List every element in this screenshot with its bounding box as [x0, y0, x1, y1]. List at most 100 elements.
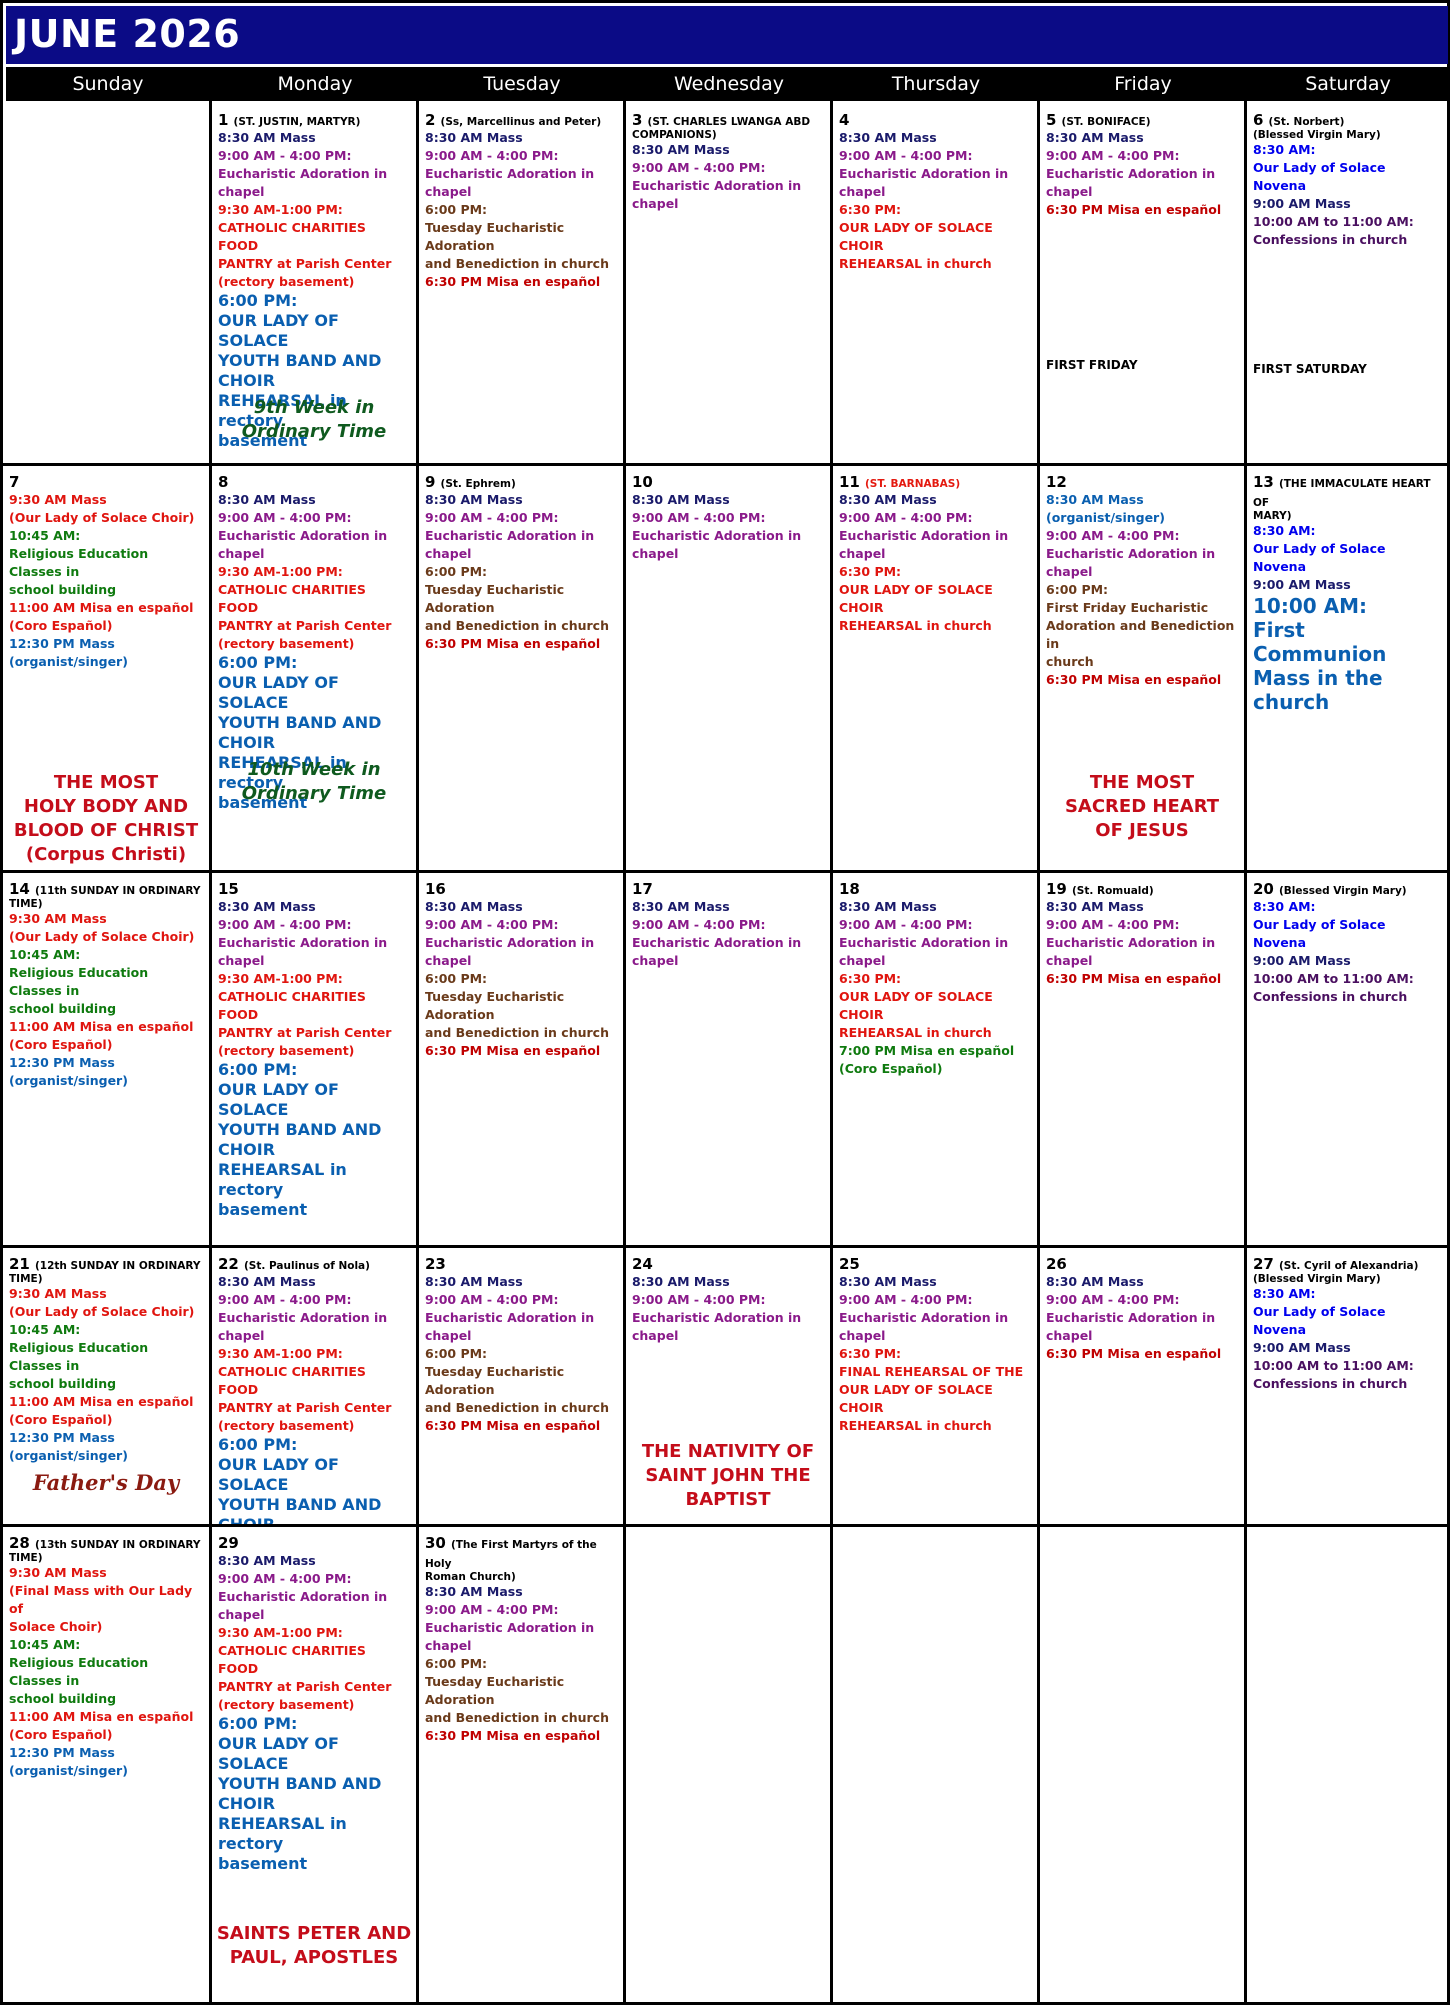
day-cell-15[interactable]: 15 8:30 AM Mass 9:00 AM - 4:00 PM: Eucha… [212, 873, 416, 1245]
saint-label: (11th SUNDAY IN ORDINARY [34, 885, 201, 897]
event-tuesday-adoration: Tuesday Eucharistic Adoration [425, 582, 565, 615]
event-mass: 12:30 PM Mass [9, 636, 115, 651]
event-mass: 8:30 AM Mass [632, 142, 730, 157]
saint-label: (Blessed Virgin Mary) [1278, 885, 1407, 897]
event-food-pantry: (rectory basement) [218, 1418, 355, 1433]
event-mass: 8:30 AM Mass [1046, 1274, 1144, 1289]
saint-label: (ST. CHARLES LWANGA ABD [647, 116, 811, 128]
day-cell-24[interactable]: 24 8:30 AM Mass 9:00 AM - 4:00 PM: Eucha… [626, 1248, 830, 1524]
day-cell-empty [3, 101, 208, 463]
day-number: 10 [632, 473, 653, 491]
event-time: 6:00 PM: [425, 202, 488, 217]
calendar-title-bar: JUNE 2026 [6, 6, 1448, 64]
saint-label: (ST. JUSTIN, MARTYR) [233, 116, 361, 128]
day-cell-26[interactable]: 26 8:30 AM Mass 9:00 AM - 4:00 PM: Eucha… [1040, 1248, 1244, 1524]
event-misa: (Coro Español) [9, 1037, 113, 1052]
event-first-communion: First Communion [1253, 618, 1387, 666]
event-youth-choir: YOUTH BAND AND CHOIR [218, 351, 382, 390]
event-time: 9:00 AM - 4:00 PM: [218, 148, 352, 163]
day-cell-25[interactable]: 25 8:30 AM Mass 9:00 AM - 4:00 PM: Eucha… [833, 1248, 1037, 1524]
day-cell-29[interactable]: 29 8:30 AM Mass 9:00 AM - 4:00 PM: Eucha… [212, 1527, 416, 2005]
event-adoration: Eucharistic Adoration in chapel [1046, 166, 1216, 199]
day-cell-27[interactable]: 27 (St. Cyril of Alexandria) (Blessed Vi… [1247, 1248, 1448, 1524]
day-cell-4[interactable]: 4 8:30 AM Mass 9:00 AM - 4:00 PM: Euchar… [833, 104, 1037, 463]
event-tuesday-adoration: and Benediction in church [425, 256, 609, 271]
saint-label: TIME) [9, 1273, 43, 1285]
event-food-pantry: PANTRY at Parish Center [218, 256, 392, 271]
day-cell-20[interactable]: 20 (Blessed Virgin Mary) 8:30 AM: Our La… [1247, 873, 1448, 1245]
event-youth-choir: REHEARSAL in rectory [218, 753, 347, 792]
day-cell-21[interactable]: 21 (12th SUNDAY IN ORDINARY TIME) 9:30 A… [3, 1248, 209, 1524]
day-cell-14[interactable]: 14 (11th SUNDAY IN ORDINARY TIME) 9:30 A… [3, 873, 209, 1245]
saint-label: (The First Martyrs of the Holy [425, 1539, 597, 1570]
day-cell-11[interactable]: 11 (ST. BARNABAS) 8:30 AM Mass 9:00 AM -… [833, 466, 1037, 870]
day-cell-30[interactable]: 30 (The First Martyrs of the Holy Roman … [419, 1527, 623, 2005]
event-time: 10:45 AM: [9, 1637, 81, 1652]
event-time: 8:30 AM: [1253, 899, 1316, 914]
event-youth-choir: YOUTH BAND AND CHOIR [218, 1120, 382, 1159]
day-cell-12[interactable]: 12 8:30 AM Mass (organist/singer) 9:00 A… [1040, 466, 1244, 870]
event-first-communion: Mass in the church [1253, 666, 1383, 714]
event-time: 6:00 PM: [425, 564, 488, 579]
day-cell-9[interactable]: 9 (St. Ephrem) 8:30 AM Mass 9:00 AM - 4:… [419, 466, 623, 870]
day-cell-2[interactable]: 2 (Ss, Marcellinus and Peter) 8:30 AM Ma… [419, 104, 623, 463]
event-time: 10:00 AM to 11:00 AM: [1253, 214, 1414, 229]
event-tuesday-adoration: and Benediction in church [425, 1400, 609, 1415]
event-youth-choir: REHEARSAL in rectory [218, 1160, 347, 1199]
event-first-friday-adoration: church [1046, 654, 1094, 669]
day-cell-7[interactable]: 7 9:30 AM Mass (Our Lady of Solace Choir… [3, 466, 209, 870]
day-number: 28 [9, 1534, 30, 1552]
day-cell-23[interactable]: 23 8:30 AM Mass 9:00 AM - 4:00 PM: Eucha… [419, 1248, 623, 1524]
day-cell-10[interactable]: 10 8:30 AM Mass 9:00 AM - 4:00 PM: Eucha… [626, 466, 830, 870]
event-novena: Our Lady of Solace Novena [1253, 917, 1386, 950]
event-time: 9:00 AM - 4:00 PM: [425, 148, 559, 163]
weekday-wednesday: Wednesday [673, 73, 784, 95]
day-cell-5[interactable]: 5 (ST. BONIFACE) 8:30 AM Mass 9:00 AM - … [1040, 104, 1244, 463]
event-misa: 11:00 AM Misa en español [9, 1019, 194, 1034]
day-cell-22[interactable]: 22 (St. Paulinus of Nola) 8:30 AM Mass 9… [212, 1248, 416, 1524]
saint-label: COMPANIONS) [632, 129, 717, 141]
feast-title: SACRED HEART [1064, 796, 1220, 817]
event-misa: 7:00 PM Misa en español [839, 1043, 1015, 1058]
event-final-rehearsal: REHEARSAL in church [839, 1418, 992, 1433]
event-religious-education: school building [9, 1001, 117, 1016]
day-cell-6[interactable]: 6 (St. Norbert) (Blessed Virgin Mary) 8:… [1247, 104, 1448, 463]
day-cell-28[interactable]: 28 (13th SUNDAY IN ORDINARY TIME) 9:30 A… [3, 1527, 209, 2005]
day-cell-8[interactable]: 8 8:30 AM Mass 9:00 AM - 4:00 PM: Euchar… [212, 466, 416, 870]
day-number: 29 [218, 1534, 239, 1552]
event-youth-choir: OUR LADY OF SOLACE [218, 1455, 339, 1494]
event-time: 9:30 AM-1:00 PM: [218, 202, 343, 217]
ordinary-time-label: Ordinary Time [241, 421, 387, 442]
day-cell-3[interactable]: 3 (ST. CHARLES LWANGA ABD COMPANIONS) 8:… [626, 104, 830, 463]
event-time: 6:00 PM: [218, 1714, 298, 1733]
event-time: 8:30 AM: [1253, 1286, 1316, 1301]
event-mass: 8:30 AM Mass [218, 1274, 316, 1289]
event-time: 9:00 AM - 4:00 PM: [218, 510, 352, 525]
feast-title: PAUL, APOSTLES [229, 1947, 399, 1968]
event-adoration: Eucharistic Adoration in chapel [425, 1620, 595, 1653]
day-cell-17[interactable]: 17 8:30 AM Mass 9:00 AM - 4:00 PM: Eucha… [626, 873, 830, 1245]
event-religious-education: school building [9, 582, 117, 597]
event-mass: 9:00 AM Mass [1253, 196, 1351, 211]
event-misa: 6:30 PM Misa en español [425, 274, 601, 289]
feast-title: THE NATIVITY OF [641, 1441, 815, 1462]
event-time: 9:30 AM-1:00 PM: [218, 564, 343, 579]
day-cell-19[interactable]: 19 (St. Romuald) 8:30 AM Mass 9:00 AM - … [1040, 873, 1244, 1245]
event-youth-choir: basement [218, 431, 308, 450]
day-cell-13[interactable]: 13 (THE IMMACULATE HEART OF MARY) 8:30 A… [1247, 466, 1448, 870]
calendar-title: JUNE 2026 [14, 12, 241, 56]
saint-label: (St. Norbert) [1268, 116, 1345, 128]
day-cell-empty [1040, 1527, 1244, 2005]
day-cell-18[interactable]: 18 8:30 AM Mass 9:00 AM - 4:00 PM: Eucha… [833, 873, 1037, 1245]
event-time: 6:30 PM: [839, 564, 902, 579]
event-mass: 8:30 AM Mass [425, 1584, 523, 1599]
day-cell-16[interactable]: 16 8:30 AM Mass 9:00 AM - 4:00 PM: Eucha… [419, 873, 623, 1245]
event-time: 9:00 AM - 4:00 PM: [839, 510, 973, 525]
ordinary-time-label: 9th Week in [253, 397, 375, 418]
event-time: 9:00 AM - 4:00 PM: [839, 148, 973, 163]
event-food-pantry: CATHOLIC CHARITIES FOOD [218, 1643, 366, 1676]
event-time: 9:30 AM-1:00 PM: [218, 1625, 343, 1640]
event-first-friday-adoration: Adoration and Benediction in [1046, 618, 1235, 651]
event-adoration: Eucharistic Adoration in chapel [218, 166, 388, 199]
day-cell-1[interactable]: 1 (ST. JUSTIN, MARTYR) 8:30 AM Mass 9:00… [212, 104, 416, 463]
